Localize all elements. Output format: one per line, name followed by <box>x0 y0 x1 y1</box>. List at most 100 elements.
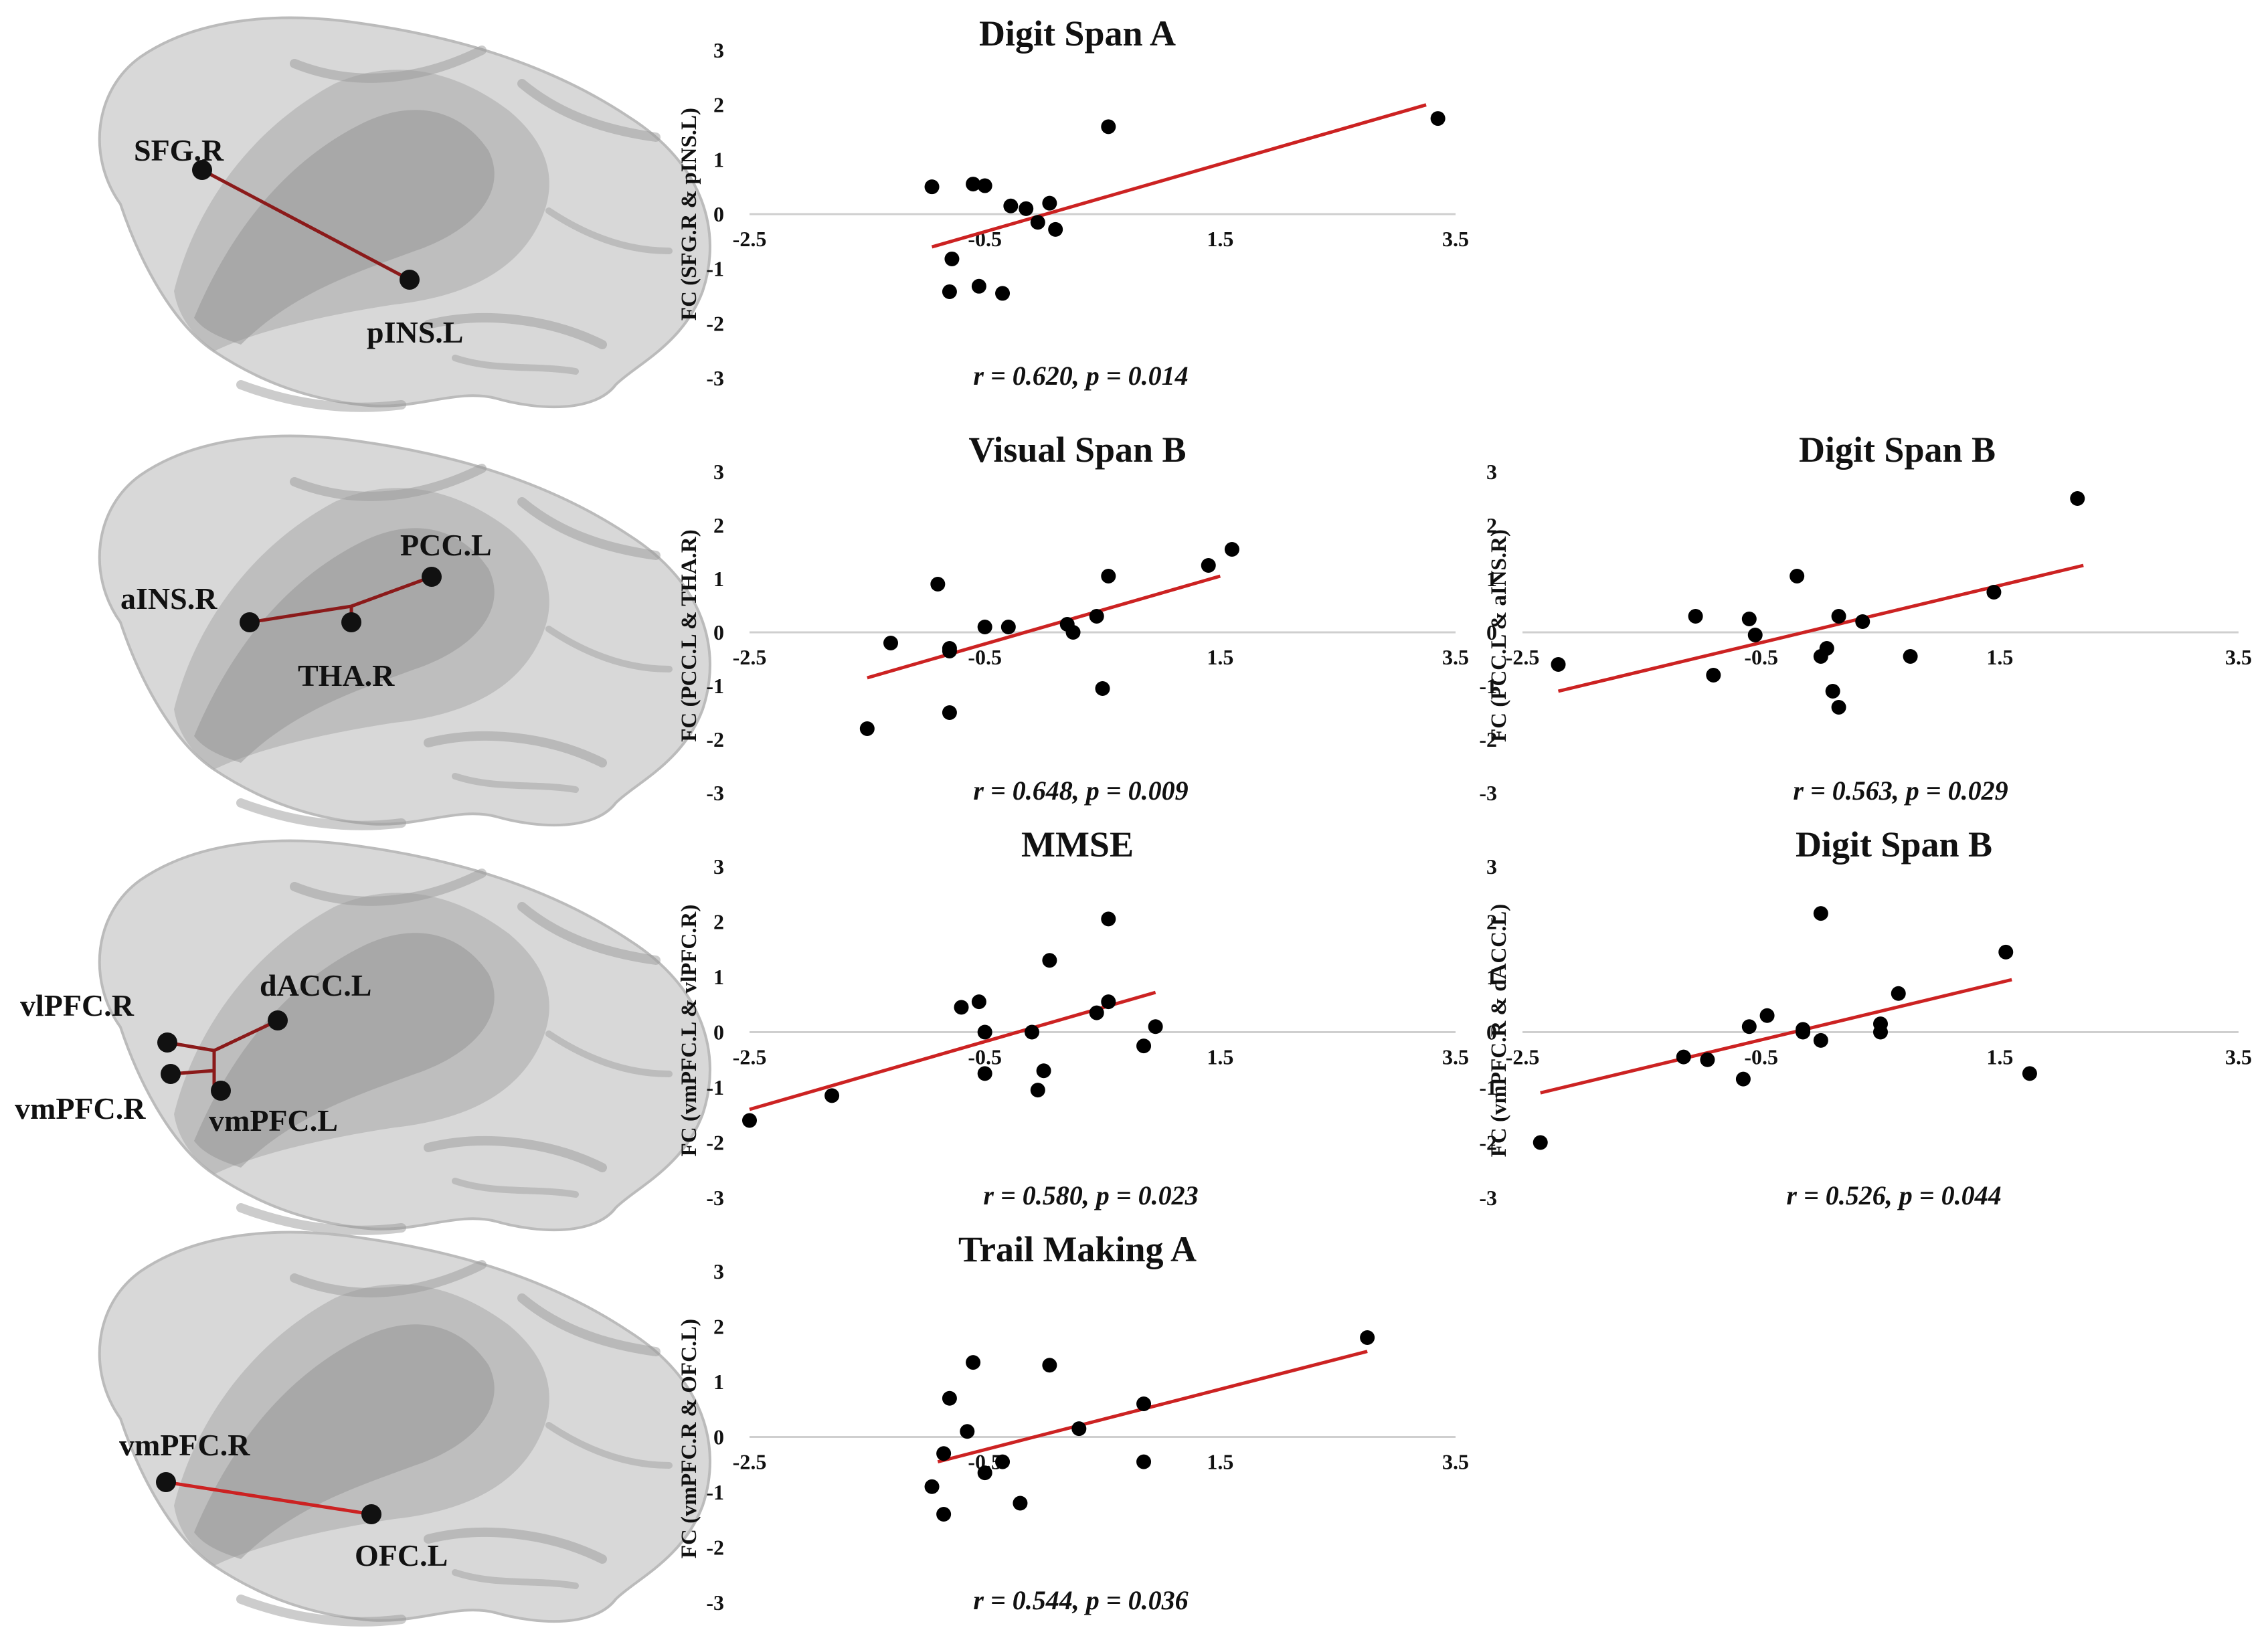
data-point <box>960 1424 975 1439</box>
data-point <box>1986 585 2002 600</box>
y-tick-label: 3 <box>713 854 724 879</box>
y-tick-label: 1 <box>713 567 724 591</box>
data-point <box>1688 609 1703 624</box>
data-point <box>977 1465 992 1481</box>
regression-line <box>749 990 1156 1111</box>
label-ains-r: aINS.R <box>120 581 217 616</box>
y-tick-label: 1 <box>713 1370 724 1394</box>
label-ofc-l: OFC.L <box>355 1538 448 1572</box>
brain-panel-4: vmPFC.R OFC.L <box>100 1233 710 1622</box>
x-tick-label: -0.5 <box>968 645 1002 669</box>
data-point <box>1430 111 1446 126</box>
data-point <box>1998 944 2014 960</box>
label-vlpfc-r: vlPFC.R <box>20 988 135 1022</box>
data-point <box>1030 215 1045 230</box>
brain-image <box>100 841 710 1231</box>
data-point <box>1891 986 1906 1001</box>
y-tick-label: 3 <box>713 38 724 62</box>
y-tick-label: -1 <box>706 1075 724 1099</box>
data-point <box>1796 1022 1811 1037</box>
node-vmpfc-l <box>211 1081 231 1101</box>
data-point <box>942 284 957 299</box>
data-point <box>1790 569 1805 583</box>
y-tick-label: -1 <box>706 1480 724 1504</box>
regression-line <box>1557 563 2084 693</box>
y-tick-label: 3 <box>1486 460 1497 484</box>
y-tick-label: 0 <box>713 1425 724 1449</box>
y-tick-label: 2 <box>713 1315 724 1339</box>
x-tick-label: 3.5 <box>1442 1045 1469 1069</box>
data-point <box>1831 609 1846 624</box>
brain-panel-2: PCC.L aINS.R THA.R <box>100 436 710 826</box>
y-tick-label: -1 <box>1479 1075 1497 1099</box>
data-point <box>1148 1019 1163 1034</box>
correlation-stat: r = 0.544, p = 0.036 <box>973 1585 1188 1615</box>
data-point <box>977 1024 992 1040</box>
data-point <box>1831 700 1846 715</box>
node-vlpfc-r <box>157 1032 177 1053</box>
data-point <box>1735 1071 1751 1087</box>
data-point <box>1873 1024 1888 1040</box>
label-tha-r: THA.R <box>298 658 395 693</box>
y-tick-label: 2 <box>713 93 724 117</box>
brain-panel-1: SFG.R pINS.L <box>100 18 710 408</box>
data-point <box>1360 1330 1375 1345</box>
node-sfg-r <box>192 160 212 180</box>
data-point <box>1013 1496 1028 1511</box>
data-point <box>1101 569 1116 583</box>
data-point <box>1813 906 1828 921</box>
y-tick-label: -3 <box>706 1186 724 1210</box>
y-tick-label: 2 <box>713 910 724 934</box>
y-tick-label: -1 <box>1479 674 1497 698</box>
y-tick-label: -1 <box>706 257 724 281</box>
y-axis-label: FC (vmPFC.R & dACC.L) <box>1487 904 1511 1158</box>
data-point <box>1003 198 1019 213</box>
x-tick-label: -2.5 <box>733 645 767 669</box>
data-point <box>966 1355 981 1370</box>
data-point <box>1676 1049 1691 1065</box>
data-point <box>1030 1083 1045 1098</box>
data-point <box>936 1507 952 1522</box>
node-ofc-l <box>361 1504 381 1524</box>
label-pins-l: pINS.L <box>367 315 463 349</box>
scatter-chart-visual-span-b: Visual Span B FC (PCC.L & THA.R) 3 2 1 0 -1 -2 -… <box>677 430 1469 806</box>
node-vmpfc-r <box>156 1472 176 1492</box>
regression-line <box>1540 978 2012 1095</box>
regression-line <box>931 103 1427 249</box>
x-tick-label: 3.5 <box>1442 645 1469 669</box>
data-point <box>971 278 986 294</box>
y-axis-label: FC (PCC.L & aINS.R) <box>1487 529 1511 742</box>
data-point <box>971 994 986 1010</box>
data-point <box>995 1454 1011 1469</box>
chart-title: MMSE <box>1021 824 1134 865</box>
data-point <box>1747 628 1763 642</box>
data-point <box>1089 1005 1104 1020</box>
x-tick-label: 3.5 <box>1442 1450 1469 1474</box>
scatter-chart-digit-span-b-pcc: Digit Span B FC (PCC.L & aINS.R) 3 2 1 0 -1 -2 -… <box>1479 430 2252 806</box>
scatter-chart-digit-span-a: Digit Span A FC (SFG.R & pINS.L) 3 2 1 0 -1 -2 -… <box>677 13 1469 391</box>
data-point <box>1855 614 1870 629</box>
data-point <box>1700 1052 1715 1067</box>
node-tha-r <box>341 612 361 632</box>
y-axis-label: FC (vmPFC.L & vlPFC.R) <box>677 905 701 1157</box>
data-point <box>1706 668 1721 683</box>
x-tick-label: 1.5 <box>1207 645 1233 669</box>
data-point <box>942 1390 957 1406</box>
y-tick-label: 2 <box>1486 513 1497 537</box>
correlation-stat: r = 0.620, p = 0.014 <box>973 361 1188 391</box>
data-point <box>942 705 957 720</box>
y-tick-label: -2 <box>706 1536 724 1560</box>
y-tick-label: 3 <box>713 1259 724 1283</box>
data-point <box>977 620 992 634</box>
data-point <box>1101 911 1116 927</box>
data-point <box>1042 195 1057 211</box>
connection-line <box>165 1480 372 1516</box>
node-dacc-l <box>268 1010 288 1030</box>
data-point <box>1136 1454 1152 1469</box>
data-point <box>1741 612 1757 626</box>
regression-line <box>937 1350 1368 1464</box>
scatter-chart-trail-making-a: Trail Making A FC (vmPFC.R & OFC.L) 3 2 1 0 -1… <box>677 1229 1469 1615</box>
chart-title: Digit Span B <box>1799 430 1996 470</box>
data-point <box>942 644 957 658</box>
y-tick-label: 0 <box>713 1020 724 1045</box>
